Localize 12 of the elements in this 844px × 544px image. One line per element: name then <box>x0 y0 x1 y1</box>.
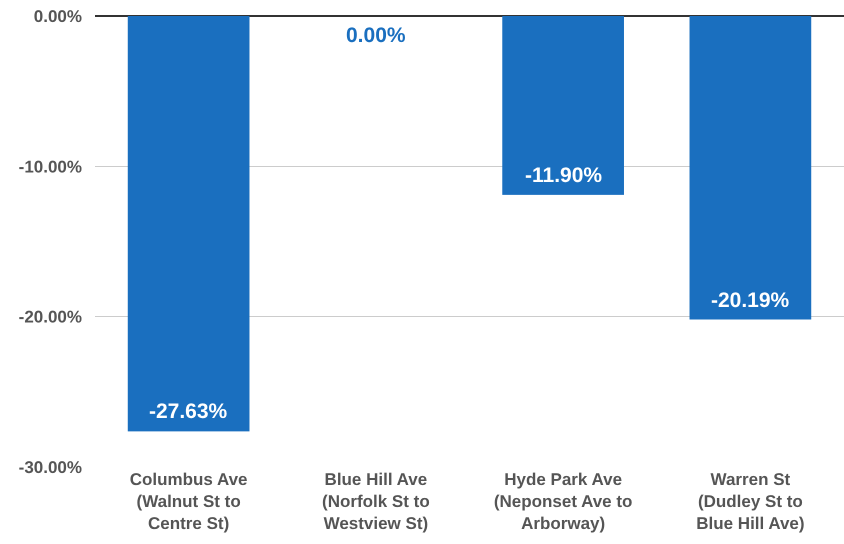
data-label: -27.63% <box>149 400 228 423</box>
x-tick-label: Blue Hill Ave (Norfolk St to Westview St) <box>322 470 430 534</box>
data-label: 0.00% <box>346 24 406 47</box>
data-label: -20.19% <box>711 289 790 312</box>
x-tick-label: Warren St (Dudley St to Blue Hill Ave) <box>696 470 805 534</box>
y-tick-label: 0.00% <box>34 6 82 26</box>
y-tick-label: -10.00% <box>18 157 82 176</box>
data-label: -11.90% <box>525 164 602 187</box>
y-tick-label: -20.00% <box>18 308 82 327</box>
x-tick-label: Hyde Park Ave (Neponset Ave to Arborway) <box>494 470 632 534</box>
x-tick-label: Columbus Ave (Walnut St to Centre St) <box>130 470 248 534</box>
y-tick-label: -30.00% <box>18 458 82 477</box>
